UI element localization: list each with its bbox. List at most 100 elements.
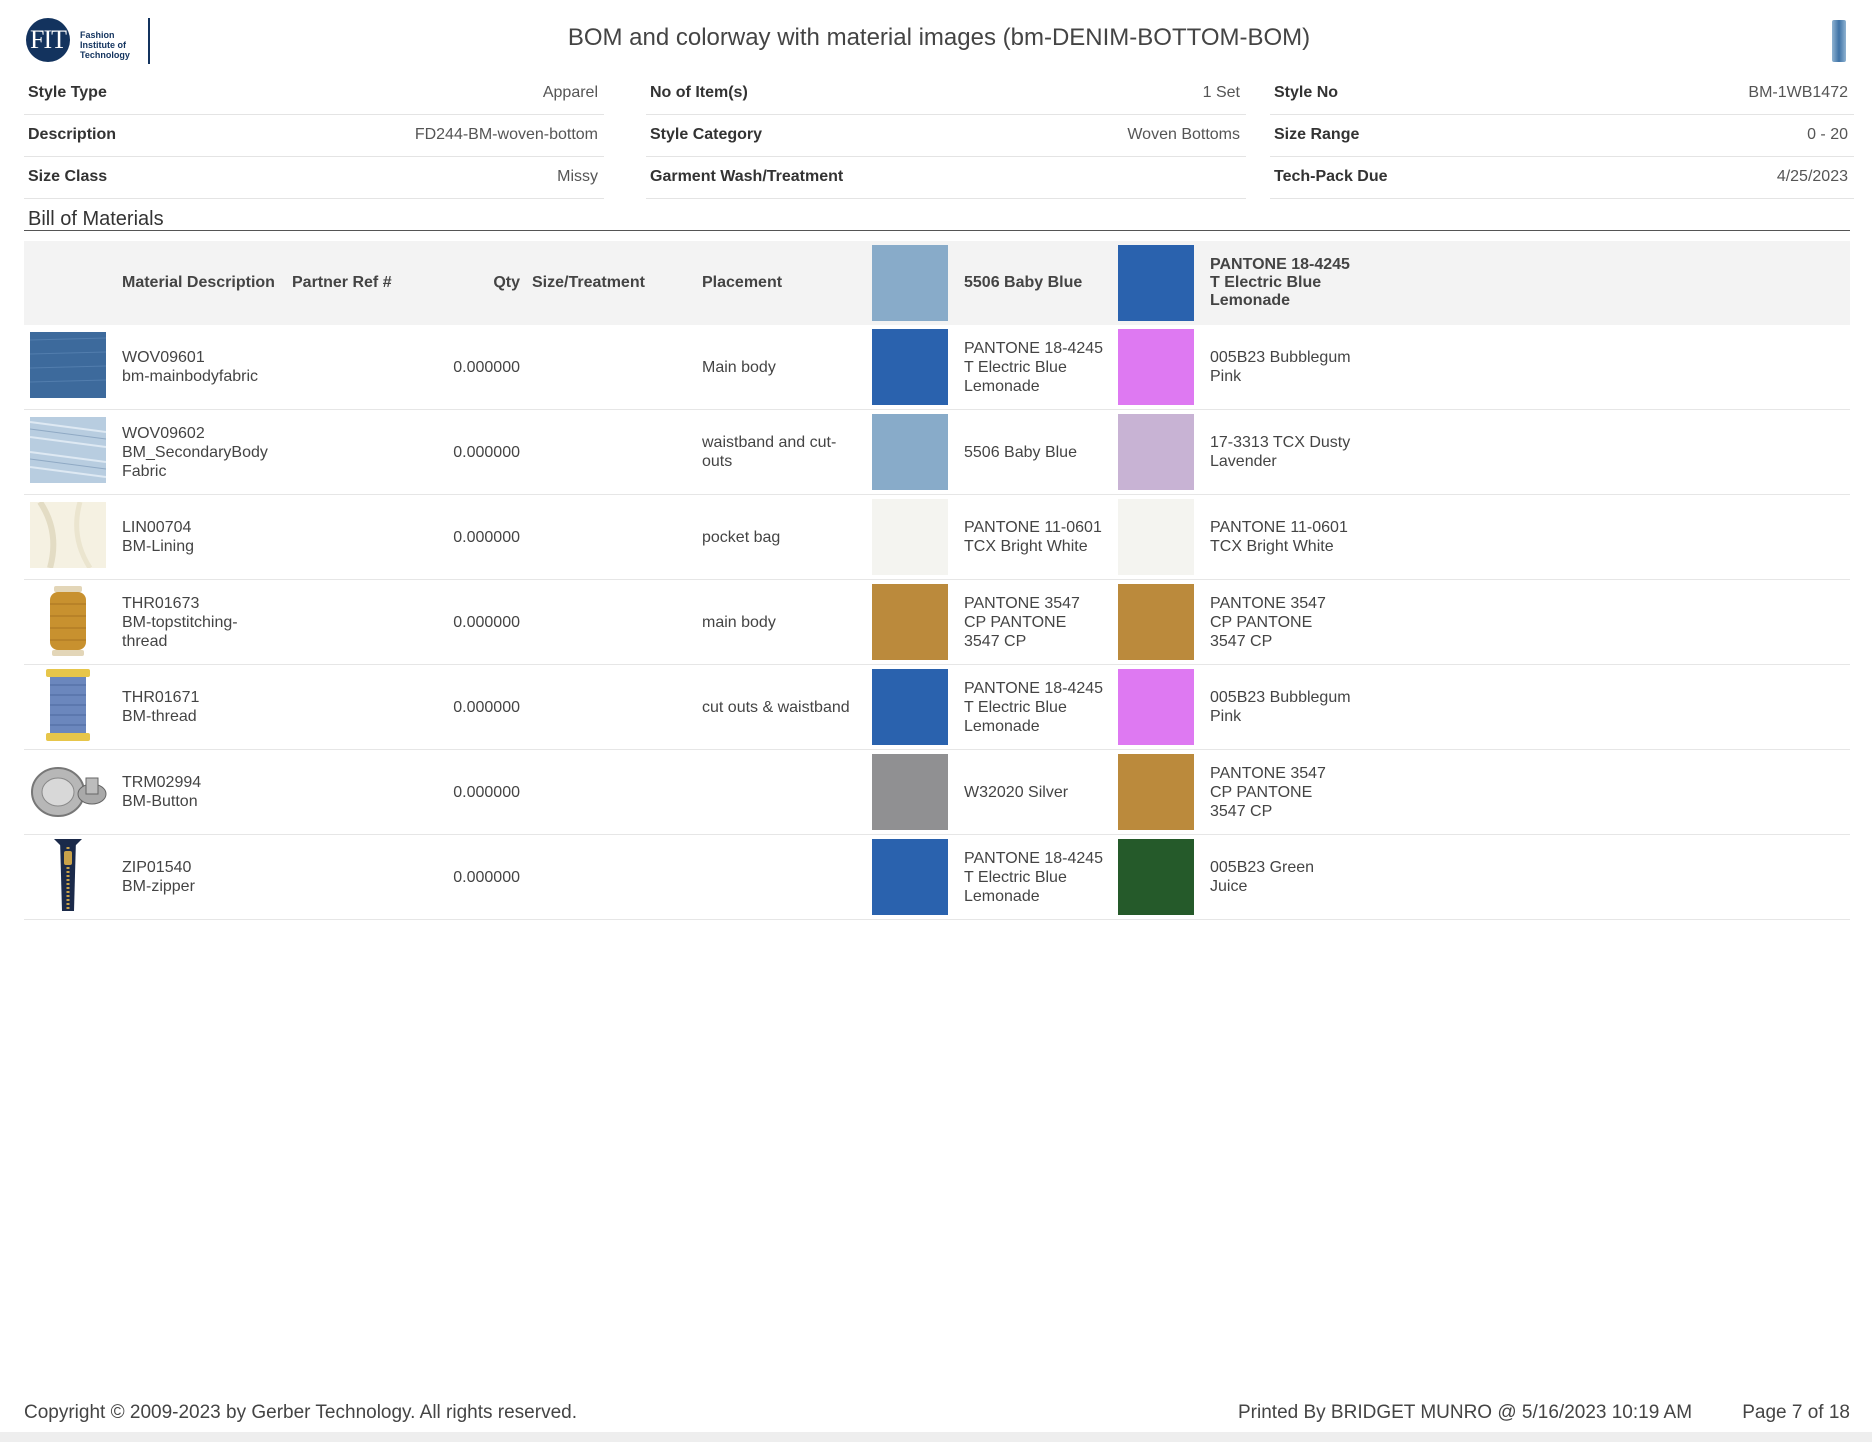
colorway2-name: 005B23 Green Juice xyxy=(1204,834,1358,920)
denim-fabric-icon xyxy=(29,331,107,402)
colorway1-name: PANTONE 18-4245 T Electric Blue Lemonade xyxy=(958,325,1112,410)
header-qty: Qty xyxy=(446,241,526,325)
material-thumbnail xyxy=(24,325,116,410)
row-spacer xyxy=(1358,494,1850,580)
colorway2-name: PANTONE 3547 CP PANTONE 3547 CP xyxy=(1204,579,1358,665)
header-image xyxy=(24,241,116,325)
colorway2-swatch-cell xyxy=(1112,325,1204,410)
colorway1-swatch xyxy=(872,329,948,405)
material-qty: 0.000000 xyxy=(446,834,526,920)
colorway1-name: 5506 Baby Blue xyxy=(958,409,1112,495)
colorway2-swatch-cell xyxy=(1112,409,1204,495)
bom-table: Material Description Partner Ref # Qty S… xyxy=(24,241,1850,920)
fit-logo: FIT Fashion Institute of Technology xyxy=(26,18,154,64)
header-colorway2: PANTONE 18-4245 T Electric Blue Lemonade xyxy=(1204,241,1358,325)
material-placement: main body xyxy=(696,579,866,665)
colorway2-swatch xyxy=(1118,245,1194,321)
colorway2-swatch xyxy=(1118,329,1194,405)
bom-row: THR01671 BM-thread 0.000000 cut outs & wais… xyxy=(24,664,1850,750)
colorway2-swatch-cell xyxy=(1112,749,1204,835)
colorway2-swatch-cell xyxy=(1112,664,1204,750)
colorway1-swatch-cell xyxy=(866,325,958,410)
material-code: ZIP01540 xyxy=(122,859,192,876)
material-description: TRM02994 BM-Button xyxy=(116,749,286,835)
header-colorway1-swatch xyxy=(866,241,958,325)
material-code: LIN00704 xyxy=(122,519,192,536)
info-style-no: Style No BM-1WB1472 xyxy=(1270,72,1854,115)
colorway2-swatch xyxy=(1118,499,1194,575)
row-spacer xyxy=(1358,409,1850,495)
info-size-class: Size Class Missy xyxy=(24,156,604,199)
info-size-range: Size Range 0 - 20 xyxy=(1270,114,1854,157)
material-placement: waistband and cut-outs xyxy=(696,409,866,495)
material-qty: 0.000000 xyxy=(446,664,526,750)
info-wash: Garment Wash/Treatment xyxy=(646,156,1246,199)
colorway1-swatch xyxy=(872,839,948,915)
bom-row: THR01673 BM-topstitching-thread 0.000000 ma… xyxy=(24,579,1850,665)
colorway2-swatch-cell xyxy=(1112,579,1204,665)
colorway1-swatch xyxy=(872,414,948,490)
size-treatment xyxy=(526,749,696,835)
material-qty: 0.000000 xyxy=(446,409,526,495)
partner-ref xyxy=(286,325,446,410)
gold-thread-spool-icon xyxy=(30,585,106,662)
colorway1-swatch-cell xyxy=(866,834,958,920)
logo-divider xyxy=(148,18,150,64)
colorway1-swatch-cell xyxy=(866,749,958,835)
page-title: BOM and colorway with material images (b… xyxy=(567,24,1311,51)
material-name: BM-thread xyxy=(122,708,197,725)
material-qty: 0.000000 xyxy=(446,325,526,410)
size-treatment xyxy=(526,579,696,665)
bom-rows: WOV09601 bm-mainbodyfabric 0.000000 Main bo… xyxy=(24,325,1850,920)
info-style-type: Style Type Apparel xyxy=(24,72,604,115)
partner-ref xyxy=(286,409,446,495)
colorway2-swatch xyxy=(1118,754,1194,830)
size-treatment xyxy=(526,494,696,580)
colorway1-swatch-cell xyxy=(866,409,958,495)
material-placement: cut outs & waistband xyxy=(696,664,866,750)
material-code: WOV09602 xyxy=(122,424,205,442)
colorway1-swatch-cell xyxy=(866,579,958,665)
material-qty: 0.000000 xyxy=(446,579,526,665)
material-name: bm-mainbodyfabric xyxy=(122,368,259,385)
report-header: FIT Fashion Institute of Technology BOM … xyxy=(24,14,1854,70)
row-spacer xyxy=(1358,579,1850,665)
bom-row: WOV09602 BM_SecondaryBody Fabric 0.000000 w… xyxy=(24,409,1850,495)
material-thumbnail xyxy=(24,749,116,835)
header-colorway1: 5506 Baby Blue xyxy=(958,241,1112,325)
info-items: No of Item(s) 1 Set xyxy=(646,72,1246,115)
row-spacer xyxy=(1358,325,1850,410)
colorway1-name: PANTONE 3547 CP PANTONE 3547 CP xyxy=(958,579,1112,665)
row-spacer xyxy=(1358,664,1850,750)
bottom-edge xyxy=(0,1432,1872,1442)
blue-thread-spool-icon xyxy=(30,668,106,747)
colorway2-name: PANTONE 11-0601 TCX Bright White xyxy=(1204,494,1358,580)
material-placement xyxy=(696,834,866,920)
partner-ref xyxy=(286,664,446,750)
material-code: THR01673 xyxy=(122,594,200,612)
material-qty: 0.000000 xyxy=(446,494,526,580)
material-name: BM_SecondaryBody Fabric xyxy=(122,443,268,480)
size-treatment xyxy=(526,664,696,750)
material-description: THR01671 BM-thread xyxy=(116,664,286,750)
fit-logo-mark: FIT xyxy=(26,18,70,62)
material-description: THR01673 BM-topstitching-thread xyxy=(116,579,286,665)
partner-ref xyxy=(286,749,446,835)
header-placement: Placement xyxy=(696,241,866,325)
colorway2-name: PANTONE 3547 CP PANTONE 3547 CP xyxy=(1204,749,1358,835)
colorway1-swatch xyxy=(872,245,948,321)
colorway1-swatch xyxy=(872,754,948,830)
material-thumbnail xyxy=(24,494,116,580)
colorway2-name: 005B23 Bubblegum Pink xyxy=(1204,664,1358,750)
info-description: Description FD244-BM-woven-bottom xyxy=(24,114,604,157)
zipper-icon xyxy=(30,838,106,917)
bom-row: ZIP01540 BM-zipper 0.000000 PANTONE 18-4245… xyxy=(24,834,1850,920)
material-code: THR01671 xyxy=(122,689,200,706)
size-treatment xyxy=(526,834,696,920)
size-treatment xyxy=(526,409,696,495)
material-name: BM-Button xyxy=(122,793,198,810)
colorway2-swatch-cell xyxy=(1112,834,1204,920)
material-qty: 0.000000 xyxy=(446,749,526,835)
bom-row: LIN00704 BM-Lining 0.000000 pocket bag PANTO… xyxy=(24,494,1850,580)
